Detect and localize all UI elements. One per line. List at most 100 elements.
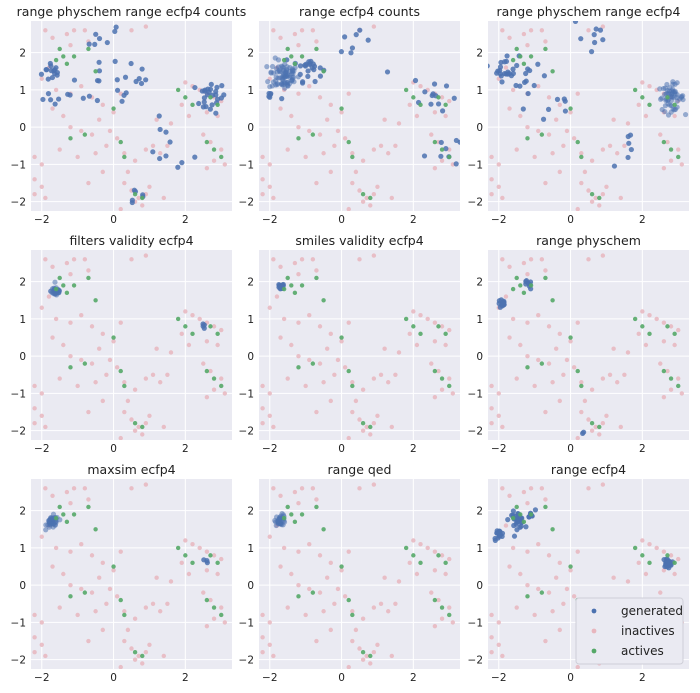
generated-point bbox=[163, 129, 169, 135]
active-point bbox=[443, 102, 448, 108]
inactive-point bbox=[100, 169, 105, 175]
x-tick-label: −2 bbox=[491, 672, 506, 684]
inactive-point bbox=[86, 497, 91, 502]
active-point bbox=[57, 46, 62, 52]
generated-point bbox=[112, 28, 118, 35]
inactive-point bbox=[75, 154, 80, 160]
inactive-point bbox=[518, 571, 523, 577]
generated-point bbox=[200, 104, 206, 110]
active-point bbox=[61, 512, 66, 517]
panel-title: smiles validity ecfp4 bbox=[295, 233, 423, 248]
generated-point bbox=[157, 126, 163, 133]
inactive-point bbox=[307, 83, 312, 89]
inactive-point bbox=[317, 324, 323, 329]
inactive-point bbox=[211, 553, 217, 558]
inactive-point bbox=[129, 646, 134, 651]
inactive-point bbox=[50, 564, 55, 569]
inactive-point bbox=[411, 309, 416, 314]
inactive-point bbox=[197, 316, 202, 322]
active-point bbox=[132, 192, 138, 197]
inactive-point bbox=[357, 188, 362, 193]
inactive-point bbox=[525, 272, 530, 277]
active-point bbox=[53, 286, 59, 292]
generated-point bbox=[628, 146, 634, 153]
inactive-point bbox=[136, 653, 141, 659]
inactive-point bbox=[536, 83, 541, 89]
inactive-point bbox=[447, 605, 452, 610]
generated-point bbox=[136, 76, 142, 82]
inactive-point bbox=[450, 620, 456, 625]
active-point bbox=[439, 605, 445, 610]
inactive-point bbox=[292, 489, 298, 495]
inactive-point bbox=[364, 424, 369, 430]
active-point bbox=[521, 519, 527, 525]
inactive-point bbox=[425, 545, 430, 551]
inactive-point bbox=[147, 642, 152, 647]
active-point bbox=[93, 69, 98, 74]
inactive-point bbox=[201, 361, 206, 366]
inactive-point bbox=[150, 372, 156, 378]
inactive-point bbox=[317, 553, 323, 558]
inactive-point bbox=[143, 650, 149, 655]
inactive-point bbox=[396, 350, 402, 355]
inactive-point bbox=[418, 312, 423, 318]
inactive-point bbox=[607, 372, 613, 378]
inactive-point bbox=[136, 195, 141, 201]
inactive-point bbox=[86, 409, 91, 415]
inactive-point bbox=[525, 549, 530, 554]
y-tick-label: 0 bbox=[247, 351, 254, 363]
inactive-point bbox=[114, 594, 120, 599]
generated-point bbox=[497, 529, 503, 535]
inactive-point bbox=[296, 272, 301, 277]
inactive-point bbox=[439, 616, 445, 621]
inactive-point bbox=[129, 486, 134, 491]
generated-point bbox=[554, 96, 561, 102]
active-point bbox=[411, 324, 416, 329]
generated-point bbox=[156, 113, 162, 119]
active-point bbox=[575, 139, 580, 145]
inactive-point bbox=[165, 372, 170, 378]
inactive-point bbox=[260, 612, 265, 618]
active-point bbox=[204, 139, 210, 145]
inactive-point bbox=[368, 661, 373, 666]
inactive-point bbox=[342, 594, 348, 599]
inactive-point bbox=[489, 192, 494, 197]
inactive-point bbox=[292, 31, 298, 37]
inactive-point bbox=[429, 132, 434, 137]
inactive-point bbox=[324, 575, 330, 580]
active-point bbox=[111, 564, 116, 569]
inactive-point bbox=[79, 312, 84, 318]
inactive-point bbox=[317, 590, 323, 595]
inactive-point bbox=[396, 121, 402, 126]
active-point bbox=[589, 192, 595, 197]
y-tick-label: −2 bbox=[239, 197, 254, 209]
legend: generated inactives actives bbox=[575, 597, 684, 665]
inactive-point bbox=[353, 398, 359, 404]
inactive-point bbox=[147, 413, 152, 418]
active-point bbox=[183, 324, 188, 329]
generated-point bbox=[219, 83, 225, 89]
inactive-point bbox=[557, 627, 562, 633]
y-tick-label: −1 bbox=[468, 388, 483, 400]
generated-point bbox=[600, 37, 606, 43]
inactive-point bbox=[586, 486, 591, 491]
active-point bbox=[64, 290, 70, 296]
inactive-point bbox=[579, 151, 584, 156]
inactive-point bbox=[489, 154, 494, 160]
generated-point bbox=[297, 63, 304, 69]
inactive-point bbox=[600, 192, 606, 197]
inactive-point bbox=[335, 128, 341, 134]
generated-point bbox=[682, 111, 689, 118]
inactive-point bbox=[539, 28, 545, 33]
active-point bbox=[510, 515, 516, 521]
generated-point bbox=[521, 79, 528, 85]
inactive-point bbox=[154, 346, 159, 351]
inactive-point bbox=[104, 143, 109, 149]
panel-8: range qed −2 0 2 −2 −1 0 1 2 bbox=[239, 462, 460, 684]
active-point bbox=[350, 383, 355, 389]
active-point bbox=[211, 147, 217, 152]
inactive-point bbox=[575, 320, 580, 325]
inactive-point bbox=[260, 154, 265, 160]
inactive-point bbox=[436, 597, 441, 603]
generated-point bbox=[511, 533, 518, 539]
